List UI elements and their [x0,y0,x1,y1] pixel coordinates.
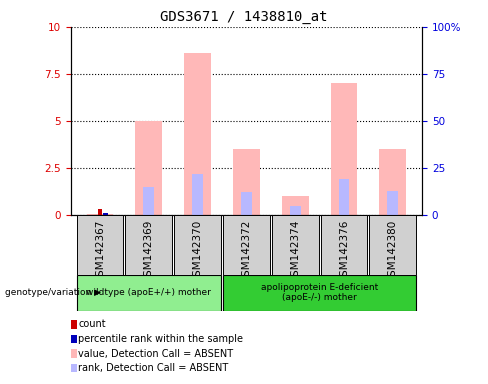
Bar [87,214,113,215]
Bar [233,149,260,215]
Text: GSM142370: GSM142370 [193,220,203,283]
Text: GSM142374: GSM142374 [290,220,300,283]
Text: value, Detection Call = ABSENT: value, Detection Call = ABSENT [78,349,233,359]
Text: GDS3671 / 1438810_at: GDS3671 / 1438810_at [160,10,328,23]
Bar [223,215,270,275]
Bar [223,275,416,311]
Bar [282,196,309,215]
Bar [143,187,154,215]
Bar [387,190,398,215]
Bar [339,179,349,215]
Text: rank, Detection Call = ABSENT: rank, Detection Call = ABSENT [78,363,228,373]
Bar [241,192,252,215]
Bar [125,215,172,275]
Bar [77,275,221,311]
Bar [136,121,163,215]
Text: GSM142367: GSM142367 [95,220,105,283]
Bar [192,174,203,215]
Text: percentile rank within the sample: percentile rank within the sample [78,334,244,344]
Text: GSM142372: GSM142372 [242,220,251,283]
Text: apolipoprotein E-deficient
(apoE-/-) mother: apolipoprotein E-deficient (apoE-/-) mot… [261,283,378,303]
Text: GSM142376: GSM142376 [339,220,349,283]
Bar [290,206,301,215]
Bar [174,215,221,275]
Text: GSM142369: GSM142369 [144,220,154,283]
Text: GSM142380: GSM142380 [388,220,398,283]
Bar [331,83,357,215]
Bar [369,215,416,275]
Text: count: count [78,319,106,329]
Bar [321,215,367,275]
Text: genotype/variation ▶: genotype/variation ▶ [5,288,101,298]
Bar [98,209,102,215]
Bar [380,149,407,215]
Text: wildtype (apoE+/+) mother: wildtype (apoE+/+) mother [86,288,211,297]
Bar [103,213,108,215]
Bar [272,215,319,275]
Bar [77,215,123,275]
Bar [184,53,211,215]
